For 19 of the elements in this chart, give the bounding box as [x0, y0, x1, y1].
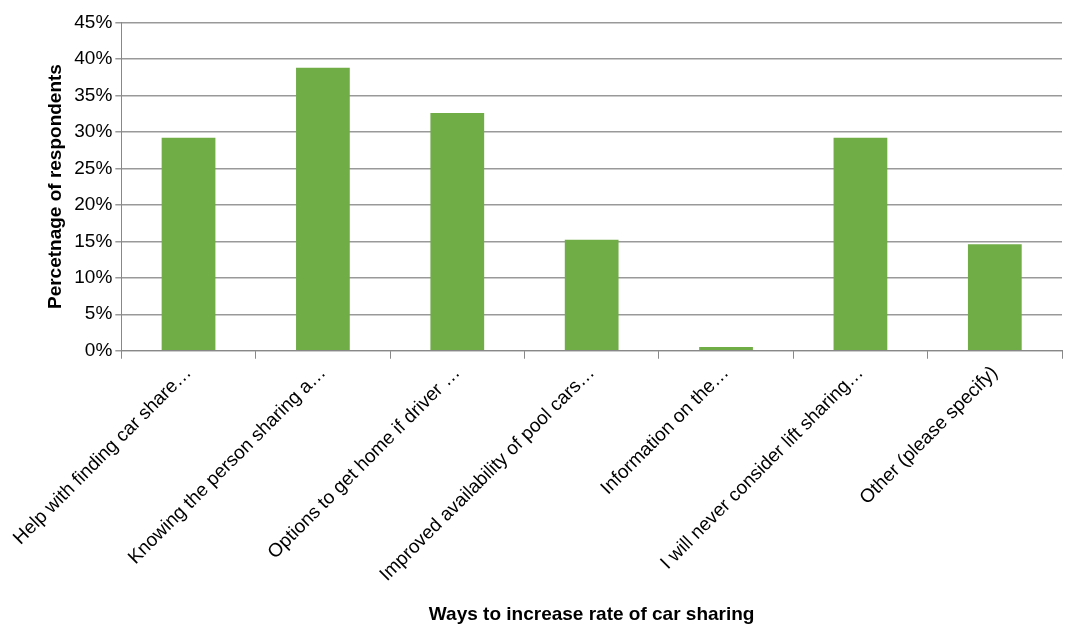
- y-tick-label: 5%: [84, 302, 113, 324]
- y-tick-label: 40%: [74, 47, 113, 69]
- bar: [967, 244, 1022, 350]
- bar: [699, 347, 753, 350]
- bar: [296, 67, 350, 350]
- y-tick-label: 20%: [74, 193, 113, 215]
- bar: [564, 239, 619, 350]
- y-tick-label: 30%: [74, 120, 113, 142]
- y-tick-label: 0%: [84, 338, 113, 360]
- y-tick-label: 10%: [74, 266, 113, 288]
- x-axis-title: Ways to increase rate of car sharing: [428, 602, 755, 624]
- y-tick-label: 45%: [74, 10, 113, 32]
- y-tick-label: 25%: [74, 156, 113, 178]
- y-tick-label: 35%: [74, 83, 113, 105]
- bar: [161, 137, 216, 350]
- y-tick-label: 15%: [74, 229, 113, 251]
- y-axis-title: Percetnage of respondents: [44, 64, 66, 310]
- bar: [430, 112, 485, 350]
- bar: [833, 137, 888, 350]
